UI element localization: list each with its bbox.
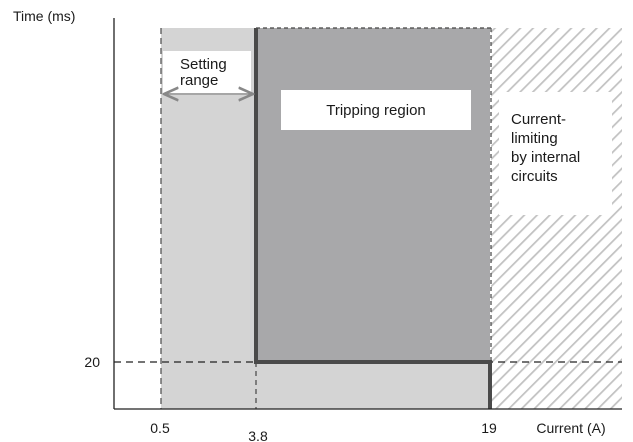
tripping-region-label: Tripping region [326,102,426,119]
x-tick-19: 19 [481,420,497,436]
x-tick-3-8: 3.8 [248,428,268,442]
current-limiting-label-box [499,92,612,215]
tripping-label-box [281,90,471,130]
x-axis-title: Current (A) [536,420,605,436]
setting-range-label: Setting range [180,56,227,89]
current-limiting-label: Current-limiting by internal circuits [511,111,580,185]
y-axis-title: Time (ms) [13,8,75,24]
tripping-boundary-line [254,28,492,409]
current-limiting-region [491,28,622,409]
tripping-region [256,28,490,362]
x-tick-0-5: 0.5 [150,420,170,436]
below-threshold-band [256,362,490,409]
y-tick-20: 20 [84,354,100,370]
